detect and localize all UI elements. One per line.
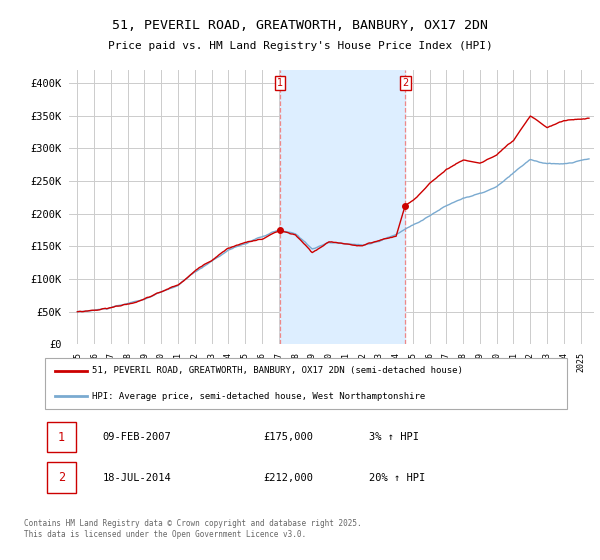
- Text: £175,000: £175,000: [264, 432, 314, 442]
- FancyBboxPatch shape: [47, 462, 76, 493]
- Text: Price paid vs. HM Land Registry's House Price Index (HPI): Price paid vs. HM Land Registry's House …: [107, 41, 493, 51]
- Text: 2: 2: [58, 471, 65, 484]
- Text: 20% ↑ HPI: 20% ↑ HPI: [370, 473, 425, 483]
- Bar: [280, 70, 405, 344]
- FancyBboxPatch shape: [47, 422, 76, 452]
- FancyBboxPatch shape: [44, 358, 568, 409]
- Text: HPI: Average price, semi-detached house, West Northamptonshire: HPI: Average price, semi-detached house,…: [92, 392, 425, 401]
- Text: 51, PEVERIL ROAD, GREATWORTH, BANBURY, OX17 2DN: 51, PEVERIL ROAD, GREATWORTH, BANBURY, O…: [112, 18, 488, 32]
- Text: 18-JUL-2014: 18-JUL-2014: [103, 473, 172, 483]
- Text: £212,000: £212,000: [264, 473, 314, 483]
- Text: 1: 1: [277, 78, 283, 88]
- Text: 09-FEB-2007: 09-FEB-2007: [103, 432, 172, 442]
- Text: 51, PEVERIL ROAD, GREATWORTH, BANBURY, OX17 2DN (semi-detached house): 51, PEVERIL ROAD, GREATWORTH, BANBURY, O…: [92, 366, 463, 375]
- Text: 3% ↑ HPI: 3% ↑ HPI: [370, 432, 419, 442]
- Text: Contains HM Land Registry data © Crown copyright and database right 2025.
This d: Contains HM Land Registry data © Crown c…: [24, 520, 362, 539]
- Text: 1: 1: [58, 431, 65, 444]
- Text: 2: 2: [402, 78, 408, 88]
